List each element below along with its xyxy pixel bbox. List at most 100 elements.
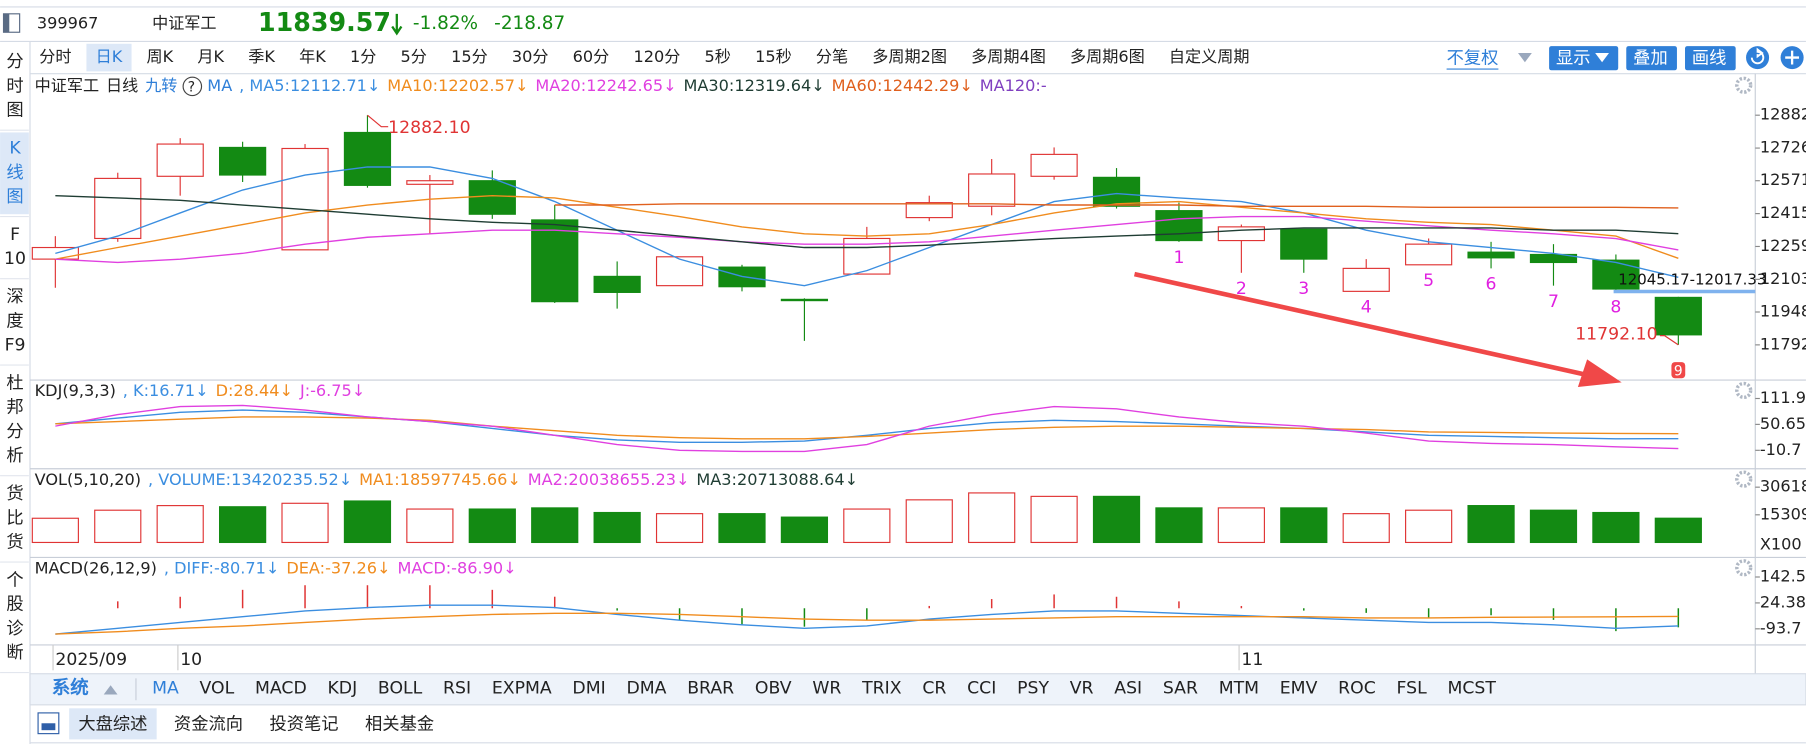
bottom-tab[interactable]: 资金流向: [174, 714, 243, 734]
sidebar-tab[interactable]: 货: [6, 532, 23, 552]
sidebar-tab[interactable]: 图: [6, 101, 23, 121]
indicator-tab[interactable]: EMV: [1280, 679, 1318, 699]
indicator-tab[interactable]: MA: [152, 679, 179, 699]
sidebar-tab[interactable]: 度: [6, 311, 23, 331]
candle-body: [1280, 228, 1328, 260]
indicator-tab[interactable]: BOLL: [378, 679, 423, 699]
indicator-tab[interactable]: CCI: [967, 679, 996, 699]
candle-body: [1030, 153, 1078, 177]
y-tick-label: 11792: [1760, 334, 1806, 353]
period-tab[interactable]: 分笔: [816, 47, 848, 66]
period-tab[interactable]: 年K: [299, 47, 326, 66]
indicator-tab[interactable]: RSI: [443, 679, 471, 699]
indicator-tab[interactable]: DMA: [626, 679, 666, 699]
sidebar-tab[interactable]: 比: [6, 508, 23, 528]
period-tab[interactable]: 60分: [573, 47, 610, 66]
volume-bar: [1467, 505, 1515, 544]
sidebar-tab[interactable]: 个: [6, 570, 23, 590]
toolbar-button[interactable]: 画线: [1692, 49, 1727, 69]
period-tab[interactable]: 15分: [451, 47, 488, 66]
sidebar-tab[interactable]: 线: [6, 163, 23, 183]
period-tab[interactable]: 月K: [197, 47, 224, 66]
sidebar-tab[interactable]: 杜: [6, 374, 23, 394]
volume-bar: [905, 499, 953, 544]
period-tab[interactable]: 多周期2图: [872, 47, 947, 66]
candle-body: [905, 202, 953, 219]
sidebar-tab[interactable]: 邦: [6, 398, 23, 418]
indicator-tab[interactable]: VR: [1070, 679, 1094, 699]
period-tab[interactable]: 自定义周期: [1169, 47, 1250, 66]
indicator-tab[interactable]: WR: [812, 679, 841, 699]
period-tab[interactable]: 15秒: [755, 47, 792, 66]
indicator-tab[interactable]: VOL: [200, 679, 235, 699]
candle-body: [1217, 226, 1265, 242]
sidebar-tab[interactable]: 10: [4, 249, 26, 269]
legend-item: MACD(26,12,9): [35, 558, 157, 577]
toolbar-button-bg: [1626, 46, 1677, 71]
sidebar-tab[interactable]: 分: [6, 52, 23, 72]
period-tab[interactable]: 日K: [96, 47, 123, 66]
panel-toggle[interactable]: [37, 712, 60, 735]
settings-icon[interactable]: [1735, 381, 1753, 400]
sidebar-tab[interactable]: 断: [6, 643, 23, 663]
period-tab[interactable]: 30分: [512, 47, 549, 66]
nine-turn-label: 9: [1674, 363, 1683, 379]
indicator-tab[interactable]: KDJ: [327, 679, 357, 699]
settings-icon[interactable]: [1735, 470, 1753, 488]
period-tab[interactable]: 季K: [248, 47, 275, 66]
volume-bar: [531, 507, 579, 544]
period-tab[interactable]: 120分: [633, 47, 680, 66]
indicator-tab[interactable]: MACD: [255, 679, 307, 699]
sidebar-tab[interactable]: 析: [6, 446, 23, 466]
refresh-button[interactable]: [1746, 46, 1770, 70]
sidebar-tab[interactable]: 图: [6, 187, 23, 207]
toolbar-button[interactable]: 不复权: [1447, 49, 1499, 69]
indicator-tab[interactable]: FSL: [1397, 679, 1428, 699]
sidebar-tab[interactable]: 分: [6, 422, 23, 442]
indicator-tab[interactable]: TRIX: [861, 679, 902, 699]
toolbar-button[interactable]: 叠加: [1633, 49, 1668, 69]
volume-bar: [281, 502, 329, 544]
sidebar-tab[interactable]: 股: [6, 595, 23, 615]
period-tab[interactable]: 多周期4图: [971, 47, 1046, 66]
settings-icon[interactable]: [1735, 559, 1753, 577]
period-tab[interactable]: 5分: [401, 47, 427, 66]
indicator-group[interactable]: 系统: [52, 677, 89, 699]
indicator-tab[interactable]: OBV: [755, 679, 792, 699]
bottom-tab[interactable]: 大盘综述: [78, 714, 147, 734]
sidebar-tab[interactable]: F9: [5, 336, 26, 356]
period-tab[interactable]: 周K: [147, 47, 174, 66]
toolbar-button-bg: [1685, 46, 1736, 71]
period-tab[interactable]: 1分: [350, 47, 376, 66]
period-tab[interactable]: 多周期6图: [1070, 47, 1145, 66]
sidebar-tab[interactable]: K: [9, 139, 21, 159]
period-tab[interactable]: 5秒: [705, 47, 731, 66]
price-arrow: [391, 13, 403, 36]
period-tab[interactable]: 分时: [39, 47, 71, 66]
sidebar-tab[interactable]: 货: [6, 484, 23, 504]
indicator-tab[interactable]: MCST: [1447, 679, 1496, 699]
indicator-tab[interactable]: EXPMA: [492, 679, 552, 699]
sidebar-tab[interactable]: 深: [6, 287, 23, 307]
indicator-tab[interactable]: ROC: [1338, 679, 1376, 699]
sidebar-tab[interactable]: 诊: [6, 619, 23, 639]
indicator-tab[interactable]: BRAR: [687, 679, 734, 699]
indicator-tab[interactable]: SAR: [1163, 679, 1198, 699]
indicator-line: [55, 166, 1679, 287]
candle-body: [1592, 259, 1640, 290]
toolbar-button[interactable]: 显示: [1556, 49, 1591, 69]
indicator-tab[interactable]: PSY: [1017, 679, 1049, 699]
indicator-tab[interactable]: ASI: [1114, 679, 1142, 699]
help-icon: [182, 76, 203, 97]
y-tick-label: 50.65: [1760, 414, 1806, 433]
sidebar-tab[interactable]: F: [10, 225, 20, 245]
bottom-tab[interactable]: 投资笔记: [269, 714, 338, 734]
indicator-tab[interactable]: MTM: [1219, 679, 1259, 699]
indicator-tab[interactable]: CR: [922, 679, 946, 699]
bottom-tab[interactable]: 相关基金: [365, 714, 434, 734]
sidebar-tab[interactable]: 时: [6, 76, 23, 96]
indicator-tab[interactable]: DMI: [572, 679, 605, 699]
annotation-pointer: [367, 114, 389, 128]
settings-icon[interactable]: [1735, 76, 1753, 94]
